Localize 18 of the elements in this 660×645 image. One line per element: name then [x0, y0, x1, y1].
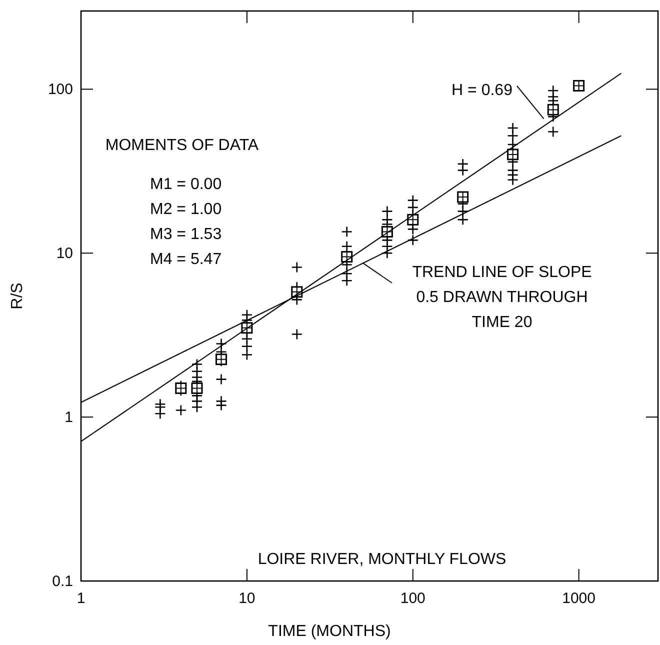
annotation: M4 = 5.47: [150, 251, 222, 268]
annotation: LOIRE RIVER, MONTHLY FLOWS: [258, 551, 506, 568]
y-tick-label: 1: [64, 409, 73, 426]
annotation: M2 = 1.00: [150, 201, 222, 218]
x-tick-label: 100: [400, 590, 426, 607]
x-axis-title: TIME (MONTHS): [268, 623, 391, 640]
y-tick-label: 100: [48, 81, 73, 98]
x-tick-label: 10: [238, 590, 256, 607]
annotation: MOMENTS OF DATA: [105, 137, 259, 154]
y-axis-title: R/S: [9, 282, 26, 310]
x-tick-label: 1000: [562, 590, 596, 607]
annotation: M3 = 1.53: [150, 226, 222, 243]
annotation: TREND LINE OF SLOPE 0.5 DRAWN THROUGH TIME 20: [412, 264, 592, 331]
annotation: M1 = 0.00: [150, 176, 222, 193]
x-tick-label: 1: [76, 590, 86, 607]
annotation: H = 0.69: [452, 82, 513, 99]
y-tick-label: 0.1: [52, 573, 73, 590]
y-tick-label: 10: [56, 245, 73, 262]
